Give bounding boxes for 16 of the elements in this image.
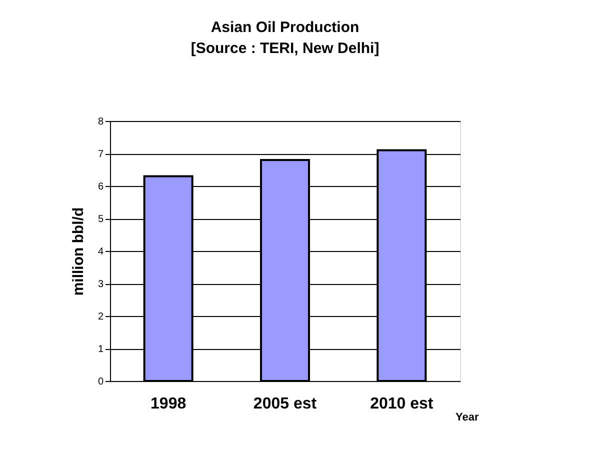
y-tick-label: 6 bbox=[98, 182, 104, 192]
chart-title: Asian Oil Production bbox=[210, 19, 360, 36]
y-axis-title: million bbl/d bbox=[70, 207, 87, 296]
x-tick-label: 1998 bbox=[150, 396, 186, 412]
y-tick-label: 8 bbox=[98, 116, 104, 128]
x-tick-label: 2010 est bbox=[370, 396, 434, 412]
y-tick-label: 4 bbox=[98, 246, 104, 258]
y-tick-label: 3 bbox=[98, 279, 104, 290]
y-tick-label: 5 bbox=[98, 214, 104, 225]
y-tick-label: 1 bbox=[98, 344, 104, 355]
x-axis-title: Year bbox=[456, 412, 480, 424]
y-tick-label: 7 bbox=[98, 149, 104, 160]
x-tick-label: 2005 est bbox=[253, 396, 318, 412]
y-tick-label: 0 bbox=[98, 376, 104, 388]
chart-subtitle: [Source : TERI, New Delhi] bbox=[190, 40, 380, 57]
y-tick-label: 2 bbox=[98, 312, 104, 322]
